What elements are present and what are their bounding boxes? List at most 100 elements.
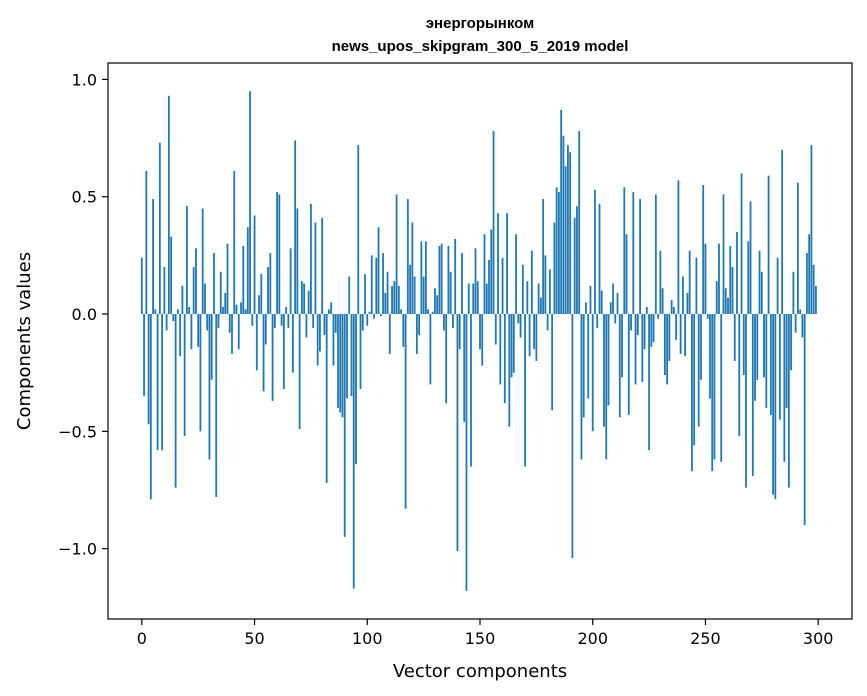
bar (677, 180, 680, 315)
bar (287, 314, 290, 329)
bar (603, 314, 605, 427)
bar (636, 314, 639, 336)
x-tick-label: 50 (244, 629, 264, 648)
y-tick-label: 0.0 (72, 305, 97, 324)
bar (742, 314, 745, 376)
bar (192, 267, 195, 315)
bar (535, 314, 538, 361)
bar (215, 314, 218, 498)
bar (303, 283, 306, 315)
bar (679, 314, 682, 354)
bar (799, 309, 802, 315)
bar (226, 243, 229, 315)
bar (594, 189, 596, 315)
bar (330, 302, 333, 315)
bar (709, 314, 711, 399)
bar (210, 314, 213, 380)
y-tick-label: 0.5 (72, 188, 97, 207)
bar (702, 184, 705, 315)
bar (429, 314, 432, 385)
bar (729, 245, 732, 315)
bar (264, 314, 267, 345)
bar (623, 187, 626, 315)
bar (233, 170, 236, 315)
bar (289, 248, 292, 315)
bar (787, 314, 790, 488)
bar (778, 314, 781, 420)
bar (650, 314, 653, 347)
bar (474, 248, 477, 315)
bar (190, 314, 193, 350)
bar (431, 311, 434, 315)
bar (670, 299, 673, 315)
bar (195, 248, 197, 315)
bar (161, 314, 164, 451)
x-tick-label: 250 (690, 629, 721, 648)
bar (343, 314, 346, 537)
bar (422, 276, 425, 315)
bar (368, 311, 371, 315)
bar (691, 314, 693, 472)
bar (614, 314, 617, 324)
bar (517, 314, 520, 324)
bar (756, 314, 759, 380)
bar (156, 314, 159, 451)
bar (790, 314, 793, 371)
bar (497, 213, 499, 315)
bar (222, 306, 224, 315)
bar (539, 297, 542, 315)
bar (711, 314, 714, 472)
bar (395, 194, 398, 315)
bar (165, 314, 168, 331)
bar (573, 217, 576, 315)
bar (740, 173, 743, 315)
y-axis-ticks: −1.0 −0.5 0.0 0.5 1.0 (58, 70, 108, 559)
bar (456, 314, 459, 551)
x-tick-label: 100 (352, 629, 383, 648)
bar (465, 314, 468, 591)
bar (546, 314, 549, 331)
bar (411, 222, 414, 315)
bar (361, 314, 364, 331)
bar (438, 245, 441, 315)
bar (812, 264, 815, 315)
bar (463, 314, 466, 422)
x-tick-label: 300 (803, 629, 834, 648)
bar (483, 234, 486, 315)
bar (542, 199, 545, 315)
bar (174, 314, 177, 488)
bar (512, 314, 515, 373)
bar (521, 264, 524, 315)
bar (188, 306, 191, 315)
bar (490, 229, 493, 315)
bar (720, 314, 723, 462)
bar (366, 314, 369, 326)
bar (580, 314, 583, 460)
bar (291, 314, 294, 373)
bar (530, 250, 533, 315)
bar (738, 314, 741, 437)
bar (319, 314, 321, 352)
bar (434, 288, 436, 315)
bar (767, 175, 770, 315)
bar (657, 314, 660, 319)
bar (152, 199, 154, 315)
bar (596, 314, 599, 329)
bar (724, 288, 727, 315)
bar (754, 314, 756, 401)
bar (749, 201, 752, 315)
bar (776, 257, 779, 315)
bar (467, 283, 470, 315)
bar (443, 314, 445, 331)
bar (213, 253, 215, 315)
bar (424, 241, 427, 315)
bar (774, 314, 777, 500)
bar (672, 306, 675, 315)
bar (325, 314, 328, 483)
bar (479, 314, 481, 350)
bar (560, 109, 563, 315)
bar (436, 295, 439, 315)
bar (163, 267, 166, 315)
bar (461, 253, 463, 315)
bar (693, 314, 696, 446)
